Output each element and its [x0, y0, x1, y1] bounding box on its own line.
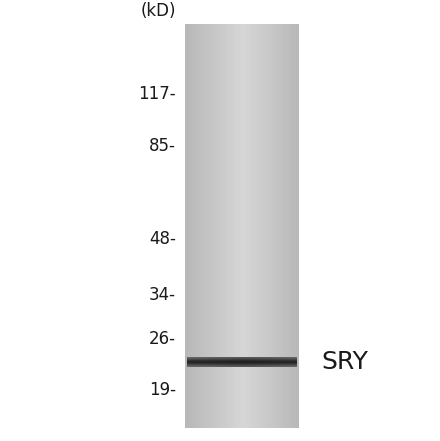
Bar	[240, 24, 242, 428]
Bar	[249, 358, 253, 367]
Bar	[253, 24, 256, 428]
Bar	[228, 24, 231, 428]
Bar	[189, 24, 192, 428]
Bar	[242, 24, 244, 428]
Bar	[253, 358, 257, 367]
Bar	[205, 24, 208, 428]
Bar	[212, 24, 215, 428]
Bar	[227, 358, 231, 367]
Bar	[210, 24, 212, 428]
Bar	[196, 24, 198, 428]
Bar	[295, 24, 297, 428]
Text: (kD): (kD)	[140, 2, 176, 20]
Bar	[274, 24, 276, 428]
Bar	[271, 358, 275, 367]
Bar	[235, 358, 240, 367]
Bar	[187, 358, 191, 367]
Bar	[265, 24, 267, 428]
Bar	[284, 358, 288, 367]
Bar	[201, 24, 203, 428]
Bar	[263, 24, 265, 428]
Bar	[238, 24, 240, 428]
Bar	[217, 24, 219, 428]
Bar	[272, 24, 274, 428]
Bar	[267, 24, 269, 428]
Text: 34-: 34-	[149, 286, 176, 304]
Bar	[209, 358, 213, 367]
Bar	[219, 24, 221, 428]
Bar	[224, 24, 226, 428]
Bar	[222, 358, 227, 367]
Bar	[260, 24, 263, 428]
Bar	[290, 24, 292, 428]
Bar	[192, 24, 194, 428]
Bar	[231, 358, 235, 367]
Bar	[187, 24, 189, 428]
Bar	[235, 24, 238, 428]
Text: 117-: 117-	[138, 85, 176, 103]
Bar	[233, 24, 235, 428]
Bar	[266, 358, 271, 367]
Bar	[279, 358, 284, 367]
Bar	[292, 24, 295, 428]
Bar	[262, 358, 266, 367]
Bar	[200, 358, 205, 367]
Bar	[257, 358, 262, 367]
Bar	[205, 358, 209, 367]
Bar	[198, 24, 201, 428]
Bar	[246, 24, 249, 428]
Bar	[221, 24, 224, 428]
Text: 48-: 48-	[149, 230, 176, 248]
Text: 19-: 19-	[149, 381, 176, 399]
Bar	[276, 24, 279, 428]
Bar	[208, 24, 210, 428]
Bar	[244, 358, 249, 367]
Bar	[258, 24, 260, 428]
Text: SRY: SRY	[321, 350, 368, 374]
Bar	[283, 24, 286, 428]
Bar	[191, 358, 196, 367]
Bar	[240, 358, 244, 367]
Bar	[213, 358, 218, 367]
Bar	[231, 24, 233, 428]
Bar	[194, 24, 196, 428]
Bar	[226, 24, 228, 428]
Bar	[249, 24, 251, 428]
Text: 85-: 85-	[149, 137, 176, 155]
Bar	[215, 24, 217, 428]
Bar	[251, 24, 253, 428]
Bar	[275, 358, 279, 367]
Bar	[297, 24, 299, 428]
Bar	[293, 358, 297, 367]
Bar	[256, 24, 258, 428]
Bar	[286, 24, 288, 428]
Bar	[269, 24, 272, 428]
Bar	[279, 24, 281, 428]
Bar	[288, 358, 293, 367]
Text: 26-: 26-	[149, 330, 176, 348]
Bar	[218, 358, 222, 367]
Bar	[185, 24, 187, 428]
Bar	[203, 24, 205, 428]
Bar	[244, 24, 246, 428]
Bar	[196, 358, 200, 367]
Bar	[288, 24, 290, 428]
Bar	[281, 24, 283, 428]
